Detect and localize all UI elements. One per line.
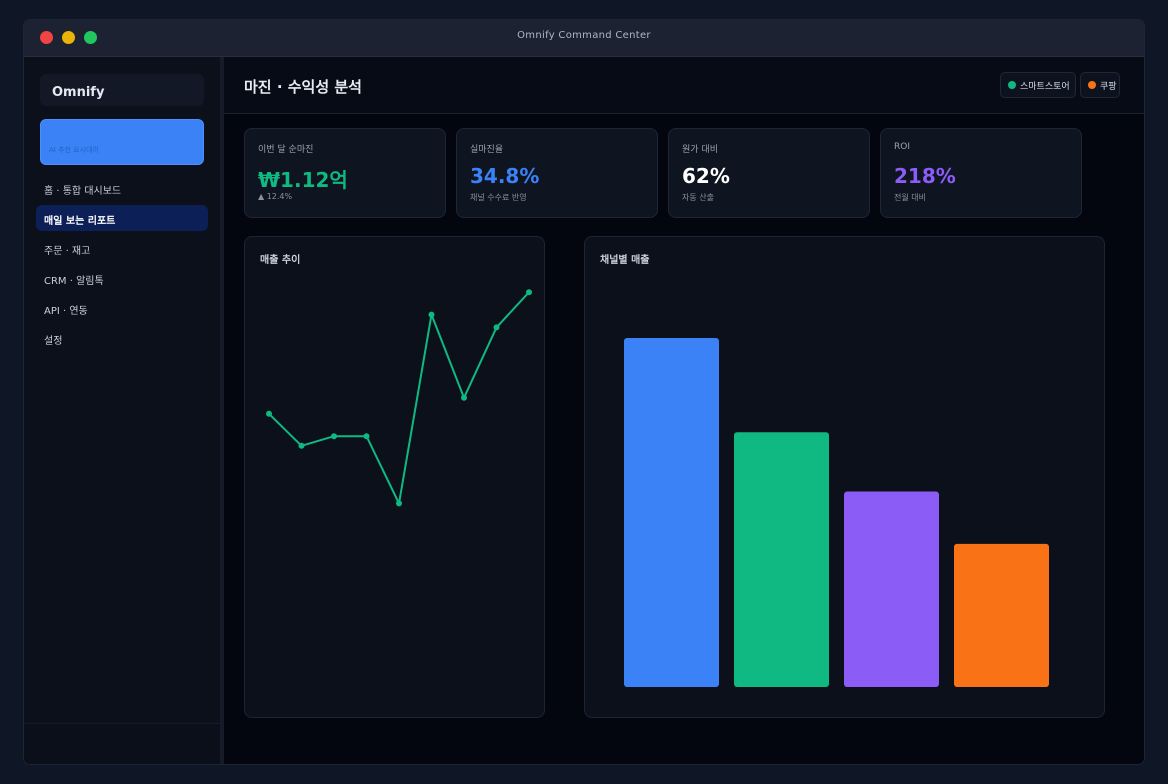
panel-title: 채널별 매출 bbox=[600, 255, 650, 266]
kpi-card-roi: ROI 218% 전월 대비 bbox=[880, 128, 1082, 218]
trend-data-point bbox=[396, 500, 402, 507]
kpi-label: 실마진율 bbox=[470, 145, 504, 155]
trend-data-point bbox=[461, 394, 467, 401]
sidebar-item-label: API · 연동 bbox=[44, 306, 88, 317]
kpi-value: ₩1.12억 bbox=[258, 168, 348, 192]
app-window: Omnify Command Center Omnify AI 추천 요시대어 … bbox=[24, 20, 1144, 764]
brand-logo[interactable]: Omnify bbox=[40, 74, 204, 106]
sidebar-banner-button[interactable]: AI 추천 요시대어 bbox=[40, 119, 204, 165]
sidebar-item-label: 매일 보는 리포트 bbox=[44, 216, 116, 227]
sidebar-banner-text: AI 추천 요시대어 bbox=[49, 146, 99, 154]
minimize-window-button[interactable] bbox=[62, 31, 75, 44]
sidebar-item-settings[interactable]: 설정 bbox=[36, 325, 208, 351]
kpi-label: ROI bbox=[894, 142, 910, 152]
page-header: 마진 · 수익성 분석 스마트스토어 쿠팡 bbox=[224, 57, 1144, 114]
channel-bar[interactable] bbox=[734, 432, 829, 687]
trend-data-point bbox=[363, 433, 370, 440]
kpi-subtext: 자동 산출 bbox=[682, 193, 714, 202]
sidebar-item-label: 주문 · 재고 bbox=[44, 246, 91, 257]
window-title: Omnify Command Center bbox=[517, 30, 651, 41]
channel-bar[interactable] bbox=[954, 543, 1049, 687]
sales-trend-line-chart bbox=[266, 289, 532, 507]
page-title: 마진 · 수익성 분석 bbox=[244, 78, 362, 96]
trend-series-line bbox=[268, 291, 530, 505]
kpi-card-net-margin: 이번 달 순마진 ₩1.12억 ▲ 12.4% bbox=[244, 128, 446, 218]
sidebar-item-api[interactable]: API · 연동 bbox=[36, 295, 208, 321]
kpi-value: 34.8% bbox=[470, 164, 540, 188]
trend-data-point bbox=[298, 442, 305, 449]
channel-chip-coupang[interactable]: 쿠팡 bbox=[1080, 72, 1120, 98]
sidebar-footer bbox=[24, 723, 220, 764]
sidebar-item-orders-inventory[interactable]: 주문 · 재고 bbox=[36, 235, 208, 261]
trend-data-point bbox=[428, 311, 435, 318]
channel-chip-smartstore[interactable]: 스마트스토어 bbox=[1000, 72, 1076, 98]
channel-color-dot bbox=[1008, 81, 1016, 89]
sidebar-item-home-dashboard[interactable]: 홈 · 통합 대시보드 bbox=[36, 175, 208, 201]
brand-name: Omnify bbox=[52, 85, 105, 100]
sidebar-item-label: 홈 · 통합 대시보드 bbox=[44, 186, 122, 197]
sidebar: Omnify AI 추천 요시대어 홈 · 통합 대시보드 매일 보는 리포트 … bbox=[24, 57, 224, 764]
title-bar: Omnify Command Center bbox=[24, 20, 1144, 57]
trend-data-point bbox=[266, 410, 272, 417]
kpi-subtext: ▲ 12.4% bbox=[258, 192, 293, 201]
sales-trend-panel: 매출 추이 bbox=[244, 236, 545, 718]
sidebar-item-label: 설정 bbox=[44, 336, 63, 347]
channel-chip-label: 쿠팡 bbox=[1100, 82, 1117, 92]
sidebar-item-crm[interactable]: CRM · 알림톡 bbox=[36, 265, 208, 291]
kpi-card-margin-rate: 실마진율 34.8% 채널 수수료 반영 bbox=[456, 128, 658, 218]
trend-data-point bbox=[493, 324, 500, 331]
sidebar-item-daily-report[interactable]: 매일 보는 리포트 bbox=[36, 205, 208, 231]
channel-sales-bar-chart bbox=[624, 338, 1049, 687]
kpi-subtext: 채널 수수료 반영 bbox=[470, 193, 527, 202]
kpi-subtext: 전월 대비 bbox=[894, 193, 926, 202]
channel-color-dot bbox=[1088, 81, 1096, 89]
trend-data-point bbox=[526, 289, 532, 296]
kpi-label: 이번 달 순마진 bbox=[258, 145, 314, 155]
channel-chip-label: 스마트스토어 bbox=[1020, 82, 1070, 92]
maximize-window-button[interactable] bbox=[84, 31, 97, 44]
trend-data-point bbox=[331, 433, 337, 440]
channel-bar[interactable] bbox=[844, 491, 939, 687]
panel-title: 매출 추이 bbox=[260, 255, 301, 266]
kpi-value: 218% bbox=[894, 164, 956, 188]
channel-bar[interactable] bbox=[624, 338, 719, 687]
sidebar-item-label: CRM · 알림톡 bbox=[44, 276, 104, 287]
close-window-button[interactable] bbox=[40, 31, 53, 44]
channel-sales-panel: 채널별 매출 bbox=[584, 236, 1105, 718]
kpi-card-cost-ratio: 원가 대비 62% 자동 산출 bbox=[668, 128, 870, 218]
kpi-value: 62% bbox=[682, 164, 730, 188]
kpi-label: 원가 대비 bbox=[682, 145, 718, 155]
